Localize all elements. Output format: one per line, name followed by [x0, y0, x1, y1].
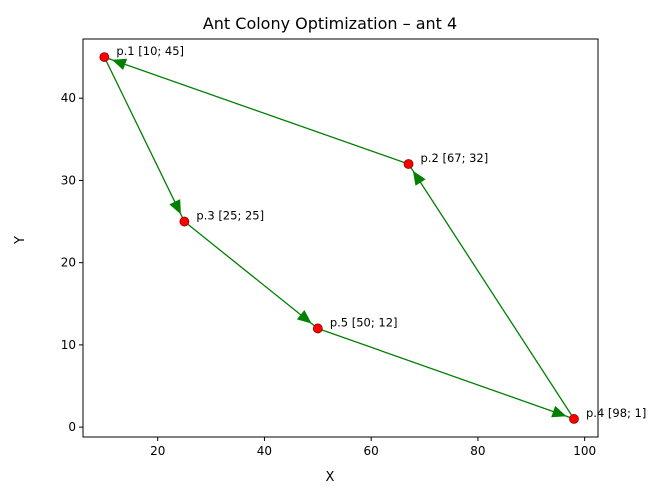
x-tick-label-80: 80: [470, 444, 485, 458]
y-tick-label-20: 20: [61, 256, 76, 270]
path-segment-2: [183, 221, 319, 329]
plot-area: p.1 [10; 45] p.2 [67; 32] p.3 [25; 25] p.5 …: [61, 38, 646, 458]
point-label-p5: p.5 [50; 12]: [330, 315, 398, 329]
path-segment-1: [103, 56, 185, 222]
path-segment-5: [104, 56, 409, 165]
point-label-p2: p.2 [67; 32]: [421, 151, 489, 165]
x-axis-label: X: [326, 470, 335, 485]
point-p4: [569, 414, 579, 424]
y-tick-label-10: 10: [61, 338, 76, 352]
point-p5: [312, 323, 323, 334]
point-label-p1: p.1 [10; 45]: [116, 44, 184, 58]
y-tick-label-0: 0: [68, 420, 76, 434]
path-arrow-1: [169, 199, 181, 215]
point-label-p4: p.4 [98; 1]: [586, 406, 646, 420]
path-arrow-2: [296, 310, 312, 324]
point-p2: [403, 159, 414, 169]
y-tick-label-30: 30: [61, 173, 76, 187]
path-segment-4: [407, 163, 575, 420]
path-segment-3: [317, 327, 575, 420]
x-tick-label-100: 100: [573, 444, 596, 458]
y-tick-label-40: 40: [61, 91, 76, 105]
path-arrow-5: [111, 58, 128, 70]
path-arrow-3: [551, 405, 567, 418]
x-tick-label-60: 60: [364, 444, 379, 458]
y-axis-label: Y: [13, 236, 28, 245]
plot-frame: [82, 38, 599, 438]
x-tick-label-40: 40: [257, 444, 272, 458]
point-label-p3: p.3 [25; 25]: [196, 209, 264, 223]
path-arrow-4: [412, 170, 426, 186]
point-p3: [179, 216, 190, 227]
chart-title: Ant Colony Optimization – ant 4: [203, 14, 457, 33]
point-p1: [99, 52, 110, 62]
x-tick-label-20: 20: [150, 444, 165, 458]
